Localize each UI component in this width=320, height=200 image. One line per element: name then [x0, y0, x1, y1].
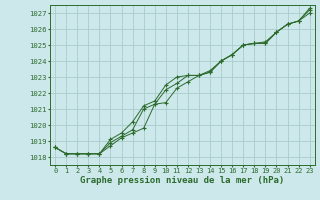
X-axis label: Graphe pression niveau de la mer (hPa): Graphe pression niveau de la mer (hPa) — [80, 176, 284, 185]
